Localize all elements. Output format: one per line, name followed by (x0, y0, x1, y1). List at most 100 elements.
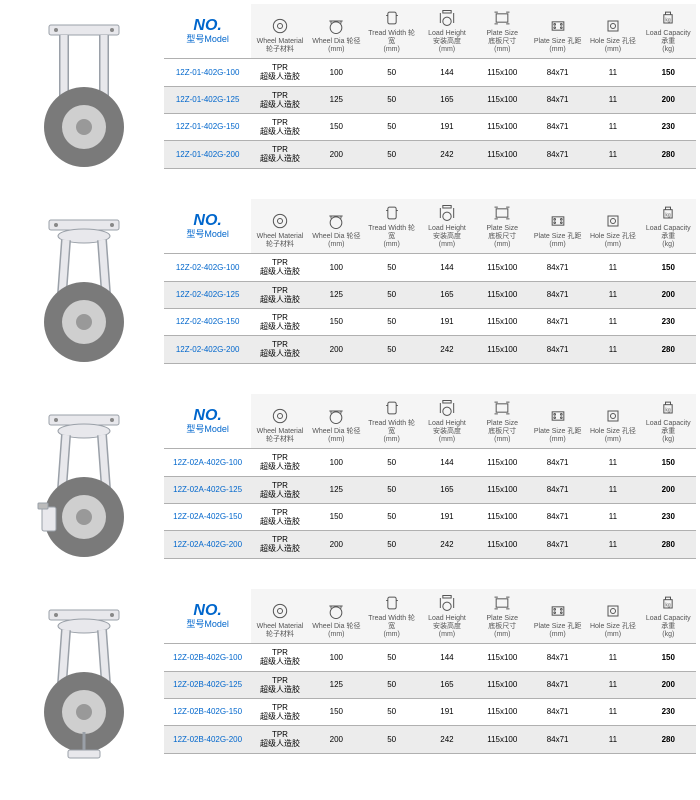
col-header-1: Wheel Dia 轮径(mm) (309, 589, 364, 644)
plate-size-cell: 115x100 (475, 476, 530, 503)
capacity-cell: 150 (641, 254, 696, 281)
height-cell: 242 (419, 726, 474, 753)
model-label: 型号Model (164, 424, 251, 434)
tread-cell: 50 (364, 449, 419, 476)
material-cell: TPR超级人造胶 (251, 336, 308, 363)
col-header-3: Load Height安装高度(mm) (419, 394, 474, 449)
tread-cell: 50 (364, 476, 419, 503)
dia-cell: 150 (309, 698, 364, 725)
model-label: 型号Model (164, 229, 251, 239)
spec-table: NO.型号ModelWheel Material轮子材料Wheel Dia 轮径… (164, 4, 696, 169)
model-cell: 12Z-02A-402G-150 (164, 503, 251, 530)
material-cell: TPR超级人造胶 (251, 59, 308, 86)
model-cell: 12Z-02-402G-100 (164, 254, 251, 281)
height-cell: 191 (419, 698, 474, 725)
tread-cell: 50 (364, 726, 419, 753)
dia-cell: 150 (309, 503, 364, 530)
no-label: NO. (164, 213, 251, 229)
hole-size-cell: 11 (585, 86, 640, 113)
tread-cell: 50 (364, 644, 419, 671)
model-cell: 12Z-01-402G-125 (164, 86, 251, 113)
capacity-cell: 150 (641, 449, 696, 476)
plate-size-cell: 115x100 (475, 308, 530, 335)
plate-size-cell: 115x100 (475, 644, 530, 671)
capacity-cell: 200 (641, 86, 696, 113)
col-header-2: Tread Width 轮宽(mm) (364, 394, 419, 449)
material-cell: TPR超级人造胶 (251, 698, 308, 725)
spec-section: NO.型号ModelWheel Material轮子材料Wheel Dia 轮径… (4, 394, 696, 579)
spec-table-wrap: NO.型号ModelWheel Material轮子材料Wheel Dia 轮径… (164, 394, 696, 579)
material-cell: TPR超级人造胶 (251, 531, 308, 558)
height-cell: 242 (419, 336, 474, 363)
model-cell: 12Z-01-402G-150 (164, 113, 251, 140)
material-cell: TPR超级人造胶 (251, 449, 308, 476)
model-label: 型号Model (164, 619, 251, 629)
col-header-7: kgLoad Capacity承重(kg) (641, 4, 696, 59)
height-cell: 165 (419, 476, 474, 503)
col-header-0: Wheel Material轮子材料 (251, 394, 308, 449)
model-cell: 12Z-02A-402G-200 (164, 531, 251, 558)
hole-size-cell: 11 (585, 476, 640, 503)
material-cell: TPR超级人造胶 (251, 281, 308, 308)
col-header-6: Hole Size 孔径(mm) (585, 199, 640, 254)
model-cell: 12Z-02-402G-200 (164, 336, 251, 363)
tread-cell: 50 (364, 59, 419, 86)
plate-hole-cell: 84x71 (530, 59, 585, 86)
caster-image-swivel_total_brake (4, 589, 164, 774)
model-cell: 12Z-02B-402G-200 (164, 726, 251, 753)
capacity-cell: 230 (641, 503, 696, 530)
plate-hole-cell: 84x71 (530, 254, 585, 281)
plate-hole-cell: 84x71 (530, 698, 585, 725)
table-row: 12Z-01-402G-150TPR超级人造胶15050191115x10084… (164, 113, 696, 140)
plate-size-cell: 115x100 (475, 503, 530, 530)
dia-cell: 100 (309, 644, 364, 671)
col-header-2: Tread Width 轮宽(mm) (364, 589, 419, 644)
col-header-1: Wheel Dia 轮径(mm) (309, 199, 364, 254)
table-row: 12Z-02B-402G-150TPR超级人造胶15050191115x1008… (164, 698, 696, 725)
no-header: NO.型号Model (164, 589, 251, 644)
material-cell: TPR超级人造胶 (251, 503, 308, 530)
plate-size-cell: 115x100 (475, 698, 530, 725)
height-cell: 144 (419, 59, 474, 86)
plate-size-cell: 115x100 (475, 671, 530, 698)
table-row: 12Z-01-402G-100TPR超级人造胶10050144115x10084… (164, 59, 696, 86)
capacity-cell: 200 (641, 281, 696, 308)
capacity-cell: 230 (641, 308, 696, 335)
col-header-6: Hole Size 孔径(mm) (585, 589, 640, 644)
capacity-cell: 280 (641, 726, 696, 753)
capacity-cell: 200 (641, 671, 696, 698)
material-cell: TPR超级人造胶 (251, 726, 308, 753)
tread-cell: 50 (364, 671, 419, 698)
height-cell: 191 (419, 113, 474, 140)
plate-hole-cell: 84x71 (530, 449, 585, 476)
col-header-6: Hole Size 孔径(mm) (585, 4, 640, 59)
hole-size-cell: 11 (585, 726, 640, 753)
caster-image-swivel_side_brake (4, 394, 164, 579)
tread-cell: 50 (364, 531, 419, 558)
plate-size-cell: 115x100 (475, 254, 530, 281)
tread-cell: 50 (364, 698, 419, 725)
capacity-cell: 230 (641, 698, 696, 725)
plate-size-cell: 115x100 (475, 531, 530, 558)
dia-cell: 200 (309, 726, 364, 753)
plate-hole-cell: 84x71 (530, 308, 585, 335)
capacity-cell: 280 (641, 531, 696, 558)
hole-size-cell: 11 (585, 336, 640, 363)
model-cell: 12Z-02B-402G-150 (164, 698, 251, 725)
tread-cell: 50 (364, 281, 419, 308)
table-row: 12Z-02A-402G-100TPR超级人造胶10050144115x1008… (164, 449, 696, 476)
spec-table-wrap: NO.型号ModelWheel Material轮子材料Wheel Dia 轮径… (164, 4, 696, 189)
dia-cell: 200 (309, 531, 364, 558)
table-row: 12Z-02-402G-125TPR超级人造胶12550165115x10084… (164, 281, 696, 308)
model-cell: 12Z-02-402G-150 (164, 308, 251, 335)
col-header-0: Wheel Material轮子材料 (251, 4, 308, 59)
col-header-3: Load Height安装高度(mm) (419, 589, 474, 644)
svg-text:kg: kg (666, 602, 672, 608)
table-row: 12Z-01-402G-125TPR超级人造胶12550165115x10084… (164, 86, 696, 113)
height-cell: 191 (419, 503, 474, 530)
plate-size-cell: 115x100 (475, 726, 530, 753)
model-label: 型号Model (164, 34, 251, 44)
plate-hole-cell: 84x71 (530, 503, 585, 530)
hole-size-cell: 11 (585, 644, 640, 671)
dia-cell: 200 (309, 336, 364, 363)
